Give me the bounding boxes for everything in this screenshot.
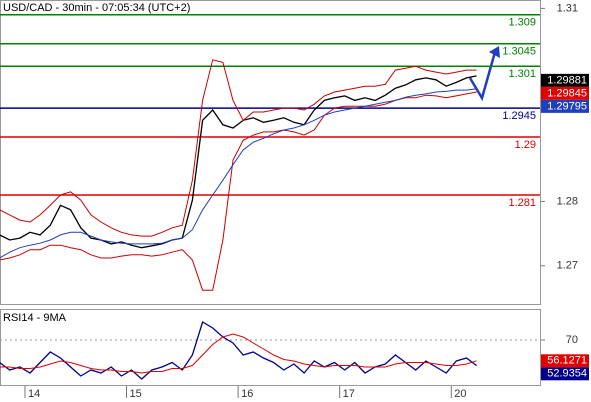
series-line (0, 333, 477, 374)
level-label: 1.2945 (502, 110, 536, 122)
series-line (0, 59, 477, 237)
value-tag-label: 1.29845 (547, 87, 587, 99)
series-line (0, 75, 477, 249)
y-tick-label: 70 (566, 334, 578, 346)
value-tag-label: 1.29881 (547, 74, 587, 86)
level-label: 1.3045 (502, 46, 536, 58)
series-line (0, 88, 477, 259)
x-tick-label: 14 (28, 388, 40, 400)
forecast-arrow (468, 51, 497, 102)
x-tick-label: 17 (343, 388, 355, 400)
rsi-frame (0, 309, 541, 386)
value-tag (541, 367, 589, 381)
value-tag (541, 73, 589, 87)
y-tick-label: 1.27 (557, 260, 578, 272)
level-label: 1.29 (515, 139, 536, 151)
series-line (0, 91, 477, 291)
rsi-title: RSI14 - 9MA (3, 312, 67, 324)
y-tick-label: 1.28 (557, 195, 578, 207)
value-tag (541, 354, 589, 368)
level-label: 1.301 (508, 68, 536, 80)
x-tick-label: 15 (130, 388, 142, 400)
series-line (0, 321, 477, 380)
level-label: 1.281 (508, 197, 536, 209)
y-tick-label: 1.31 (557, 2, 578, 14)
x-tick-label: 16 (241, 388, 253, 400)
x-tick-label: 20 (454, 388, 466, 400)
arrow-head (489, 46, 500, 58)
value-tag (541, 99, 589, 113)
price-frame (0, 0, 541, 305)
value-tag-label: 56.1271 (547, 355, 587, 367)
value-tag-label: 1.29795 (547, 100, 587, 112)
value-tag-label: 52.9354 (547, 368, 587, 380)
level-label: 1.309 (508, 17, 536, 29)
chart-title: USD/CAD - 30min - 07:05:34 (UTC+2) (3, 2, 190, 14)
value-tag (541, 86, 589, 100)
